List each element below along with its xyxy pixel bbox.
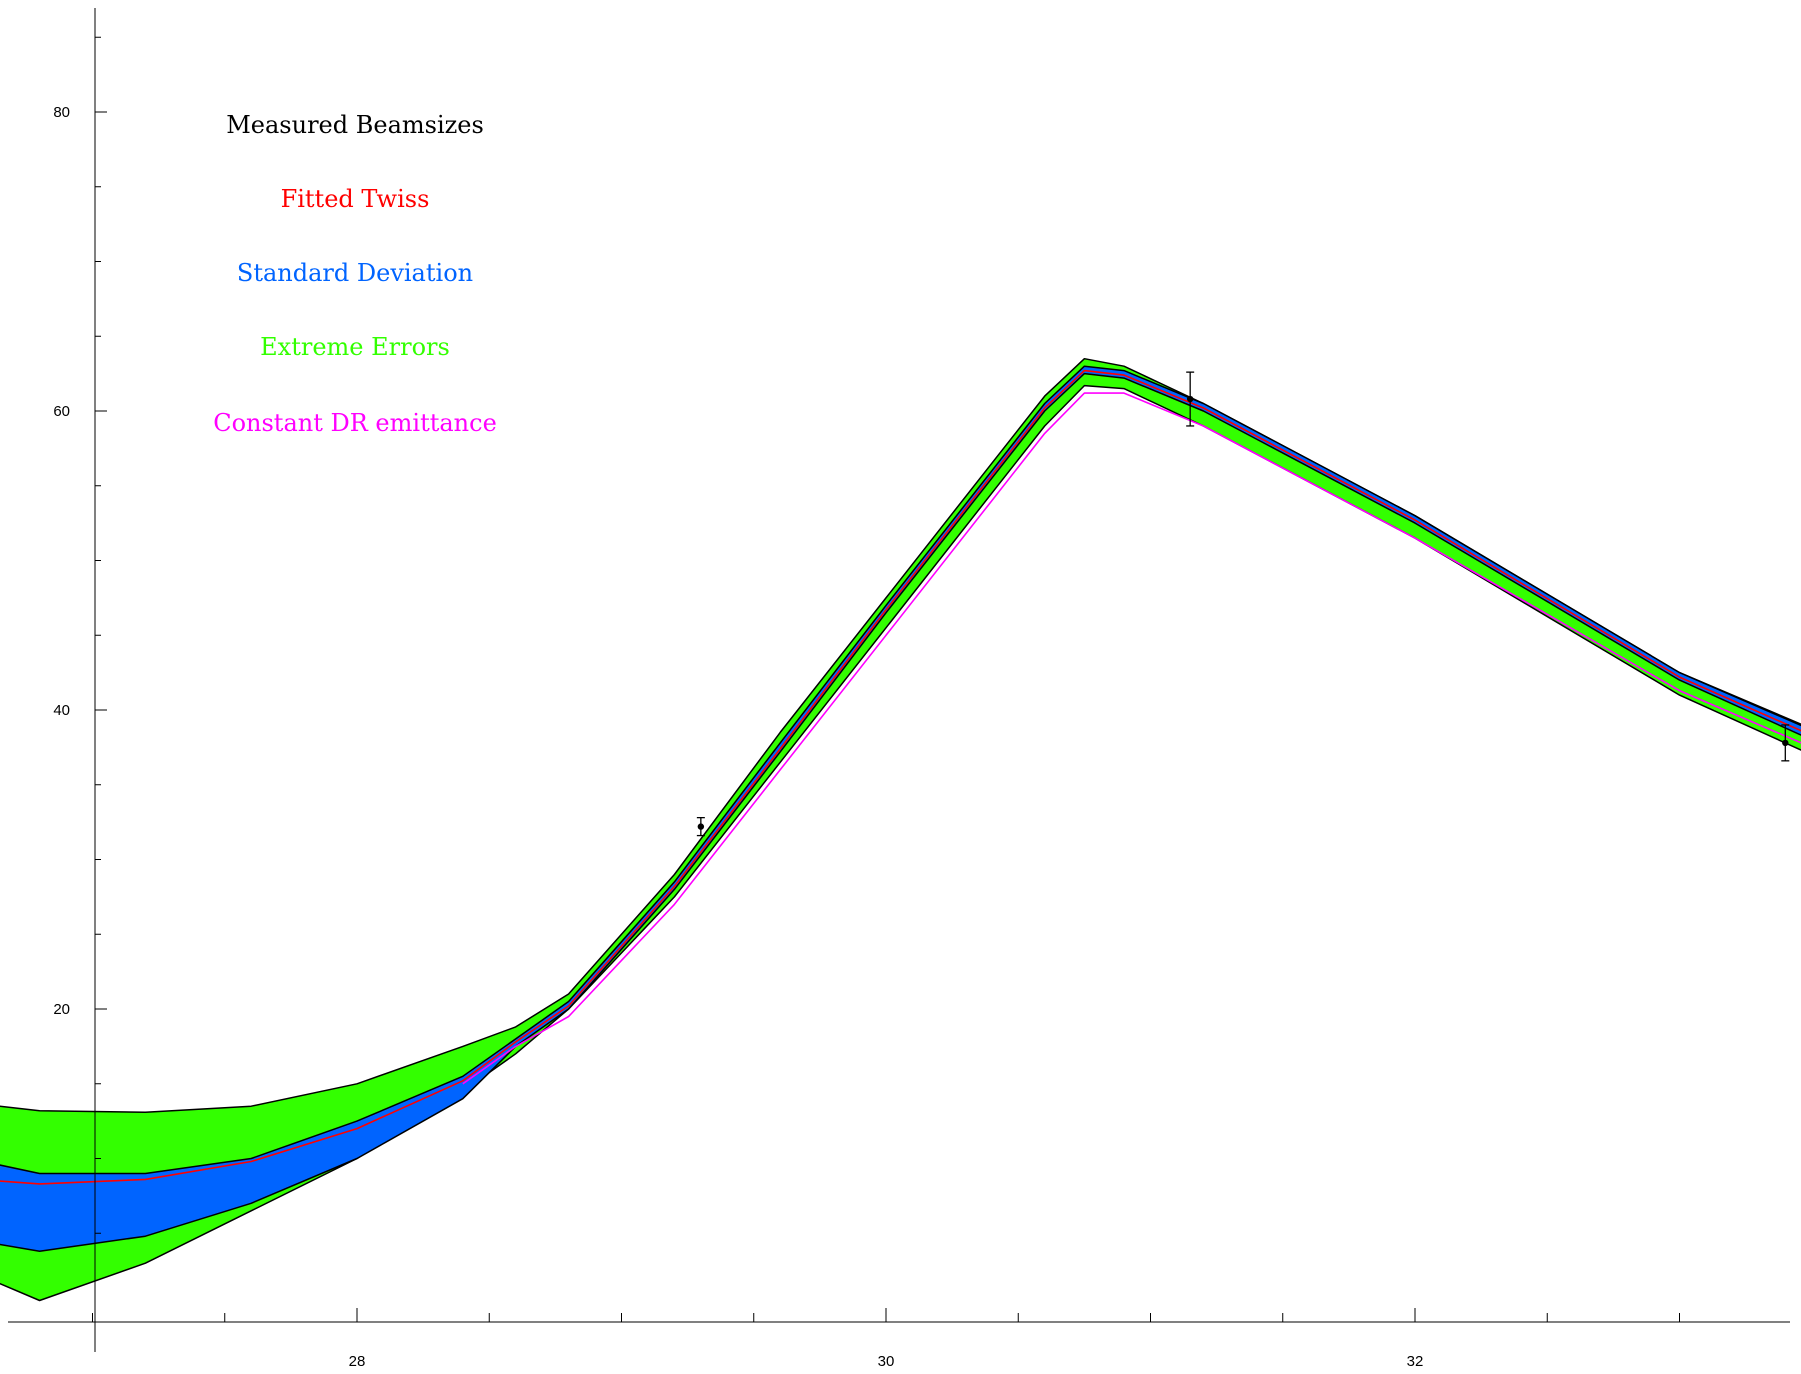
y-tick-label-20: 20 [53,1001,70,1018]
legend-measured-beamsizes: Measured Beamsizes [226,111,484,139]
x-tick-label-32: 32 [1407,1353,1424,1370]
y-tick-label-60: 60 [53,403,70,420]
standard-deviation-band [0,365,1801,1252]
series-lines [0,369,1801,1185]
y-tick-label-80: 80 [53,104,70,121]
y-tick-label-40: 40 [53,702,70,719]
fitted-twiss-line [0,369,1801,1185]
legend-extreme-errors: Extreme Errors [260,333,450,361]
legend-fitted-twiss: Fitted Twiss [281,185,430,213]
measured-point-3 [1782,739,1789,747]
legend-constant-dr-emittance: Constant DR emittance [213,409,497,437]
measured-point-1 [697,823,705,830]
legend: Measured Beamsizes Fitted Twiss Standard… [213,111,497,437]
measured-points [696,371,1790,837]
x-tick-label-28: 28 [349,1353,366,1370]
extreme-errors-band [0,357,1801,1302]
legend-standard-deviation: Standard Deviation [237,259,473,287]
error-bands [0,357,1801,1302]
constant-dr-emittance-line [462,392,1801,1085]
x-tick-label-30: 30 [878,1353,895,1370]
measured-point-2 [1186,395,1194,403]
axes: 28303234363820406080 [8,8,1790,1370]
